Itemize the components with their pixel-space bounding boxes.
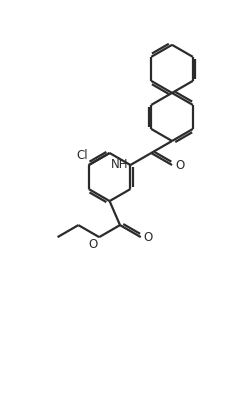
Text: Cl: Cl: [76, 149, 87, 162]
Text: NH: NH: [110, 158, 128, 171]
Text: O: O: [174, 159, 184, 171]
Text: O: O: [143, 231, 152, 244]
Text: O: O: [88, 238, 98, 252]
